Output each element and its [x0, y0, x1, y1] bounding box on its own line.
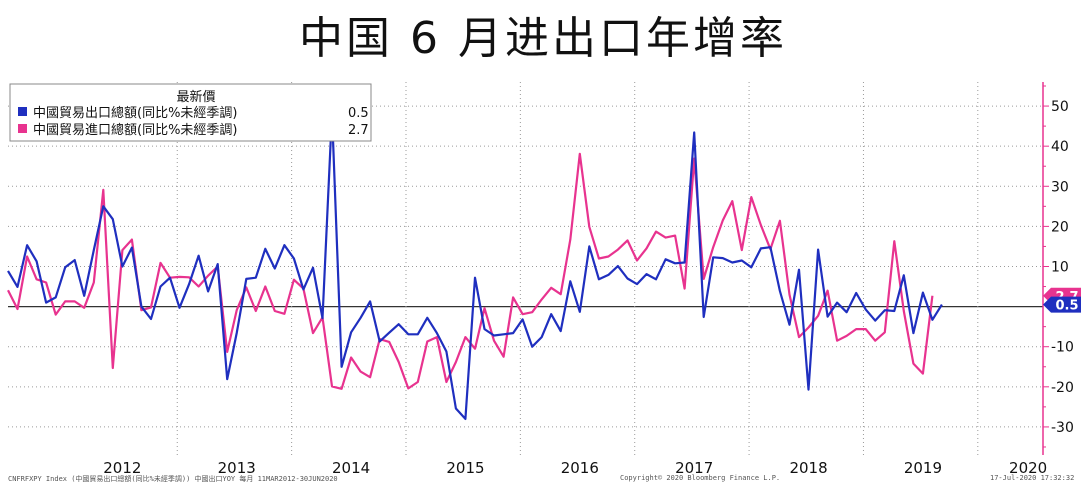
legend-value-import: 2.7	[348, 123, 369, 138]
legend-title: 最新價	[176, 89, 215, 105]
series-layer	[7, 111, 943, 420]
x-tick-label: 2016	[561, 459, 599, 477]
series-line-export	[7, 111, 943, 420]
legend: 最新價 中國貿易出口總額(同比%未經季調) 0.5 中國貿易進口總額(同比%未經…	[9, 83, 372, 142]
legend-box	[9, 83, 372, 142]
legend-entry-import: 中國貿易進口總額(同比%未經季調)	[33, 122, 238, 138]
end-labels: 2.70.5	[1043, 287, 1081, 314]
footer-timestamp: 17-Jul-2020 17:32:32	[990, 474, 1075, 482]
y-tick-label: -20	[1051, 380, 1074, 396]
y-tick-label: -10	[1051, 340, 1074, 356]
footer-source: CNFRFXPY Index (中國貿易出口總額(同比%未經季調)) 中國出口Y…	[8, 475, 338, 483]
legend-value-export: 0.5	[348, 106, 369, 121]
x-axis: 2012 2013 2014 2015 2016 2017 2018 2019 2020	[103, 459, 1047, 477]
y-tick-label: 40	[1051, 139, 1069, 155]
y-tick-label: 50	[1051, 99, 1069, 115]
legend-entry-export: 中國貿易出口總額(同比%未經季調)	[33, 105, 238, 121]
y-axis: 50 40 30 20 10 -10 -20 -30	[1042, 82, 1074, 455]
end-tag-export	[1043, 296, 1081, 313]
x-tick-label: 2018	[789, 459, 827, 477]
x-tick-label: 2020	[1009, 459, 1047, 477]
legend-swatch-export	[18, 107, 27, 116]
y-tick-label: 30	[1051, 179, 1069, 195]
y-tick-label: 10	[1051, 259, 1069, 275]
y-tick-label: 20	[1051, 219, 1069, 235]
end-tag-label: 0.5	[1055, 299, 1078, 314]
page-title: 中国 6 月进出口年增率	[299, 13, 787, 64]
x-tick-label: 2015	[446, 459, 484, 477]
footer-copyright: Copyright© 2020 Bloomberg Finance L.P.	[620, 474, 781, 482]
x-tick-label: 2014	[332, 459, 370, 477]
plot-area	[8, 82, 1043, 455]
x-tick-label: 2017	[675, 459, 713, 477]
x-tick-label: 2013	[218, 459, 256, 477]
legend-swatch-import	[18, 124, 27, 133]
y-tick-label: -30	[1051, 420, 1074, 436]
x-tick-label: 2012	[103, 459, 141, 477]
x-tick-label: 2019	[904, 459, 942, 477]
